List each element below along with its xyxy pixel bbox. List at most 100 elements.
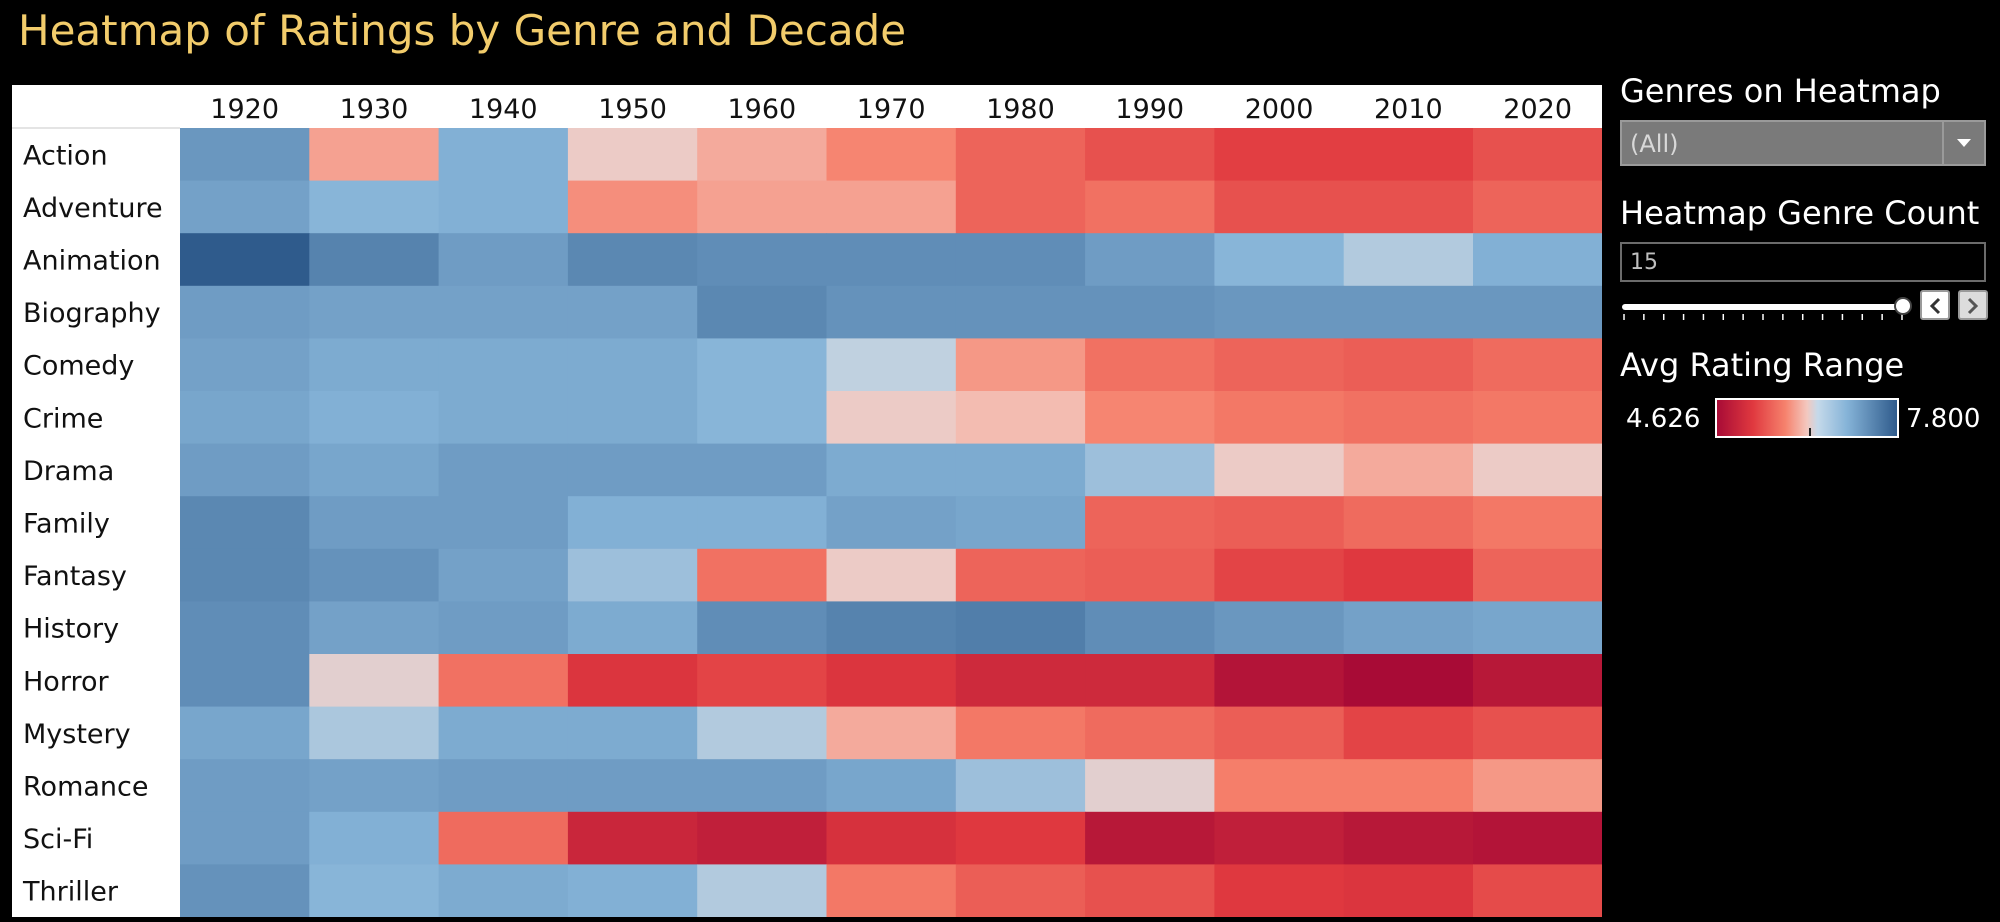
heatmap-cell[interactable] bbox=[1473, 496, 1602, 550]
heatmap-cell[interactable] bbox=[955, 864, 1086, 917]
heatmap-cell[interactable] bbox=[955, 443, 1086, 497]
heatmap-cell[interactable] bbox=[567, 391, 698, 445]
heatmap-cell[interactable] bbox=[180, 654, 310, 708]
heatmap-cell[interactable] bbox=[1085, 128, 1215, 182]
heatmap-cell[interactable] bbox=[697, 391, 828, 445]
heatmap-cell[interactable] bbox=[438, 285, 569, 339]
heatmap-cell[interactable] bbox=[955, 548, 1086, 602]
heatmap-cell[interactable] bbox=[567, 338, 698, 392]
heatmap-cell[interactable] bbox=[567, 759, 698, 813]
heatmap-cell[interactable] bbox=[309, 180, 440, 234]
heatmap-cell[interactable] bbox=[697, 233, 828, 287]
heatmap-cell[interactable] bbox=[438, 180, 569, 234]
heatmap-cell[interactable] bbox=[955, 128, 1086, 182]
heatmap-cell[interactable] bbox=[955, 811, 1086, 865]
heatmap-cell[interactable] bbox=[826, 706, 957, 760]
heatmap-cell[interactable] bbox=[1085, 601, 1215, 655]
heatmap-cell[interactable] bbox=[309, 443, 440, 497]
heatmap-cell[interactable] bbox=[1214, 391, 1345, 445]
heatmap-cell[interactable] bbox=[955, 496, 1086, 550]
heatmap-cell[interactable] bbox=[180, 811, 310, 865]
heatmap-cell[interactable] bbox=[180, 391, 310, 445]
heatmap-cell[interactable] bbox=[1473, 233, 1602, 287]
heatmap-cell[interactable] bbox=[1214, 706, 1345, 760]
genre-count-input[interactable]: 15 bbox=[1620, 242, 1986, 282]
heatmap-cell[interactable] bbox=[1473, 391, 1602, 445]
heatmap-cell[interactable] bbox=[1214, 443, 1345, 497]
heatmap-cell[interactable] bbox=[1214, 285, 1345, 339]
dropdown-toggle-button[interactable] bbox=[1942, 122, 1984, 164]
heatmap-cell[interactable] bbox=[1214, 496, 1345, 550]
genre-count-slider-thumb[interactable] bbox=[1894, 297, 1912, 315]
heatmap-cell[interactable] bbox=[438, 706, 569, 760]
heatmap-cell[interactable] bbox=[309, 654, 440, 708]
heatmap-cell[interactable] bbox=[1214, 811, 1345, 865]
heatmap-cell[interactable] bbox=[438, 654, 569, 708]
heatmap-cell[interactable] bbox=[309, 496, 440, 550]
heatmap-cell[interactable] bbox=[697, 759, 828, 813]
heatmap-cell[interactable] bbox=[567, 706, 698, 760]
heatmap-cell[interactable] bbox=[955, 601, 1086, 655]
heatmap-cell[interactable] bbox=[1343, 443, 1474, 497]
heatmap-cell[interactable] bbox=[438, 864, 569, 917]
heatmap-cell[interactable] bbox=[1343, 864, 1474, 917]
heatmap-cell[interactable] bbox=[180, 443, 310, 497]
heatmap-cell[interactable] bbox=[1214, 864, 1345, 917]
heatmap-cell[interactable] bbox=[438, 233, 569, 287]
heatmap-cell[interactable] bbox=[1343, 391, 1474, 445]
heatmap-cell[interactable] bbox=[438, 128, 569, 182]
heatmap-cell[interactable] bbox=[1085, 443, 1215, 497]
heatmap-cell[interactable] bbox=[438, 811, 569, 865]
heatmap-cell[interactable] bbox=[567, 180, 698, 234]
heatmap-cell[interactable] bbox=[697, 811, 828, 865]
heatmap-cell[interactable] bbox=[1085, 864, 1215, 917]
heatmap-cell[interactable] bbox=[826, 496, 957, 550]
heatmap-cell[interactable] bbox=[1343, 180, 1474, 234]
heatmap-cell[interactable] bbox=[826, 864, 957, 917]
heatmap-cell[interactable] bbox=[697, 128, 828, 182]
heatmap-cell[interactable] bbox=[1473, 601, 1602, 655]
heatmap-cell[interactable] bbox=[826, 128, 957, 182]
heatmap-cell[interactable] bbox=[1473, 338, 1602, 392]
heatmap-cell[interactable] bbox=[180, 706, 310, 760]
heatmap-cell[interactable] bbox=[309, 338, 440, 392]
heatmap-cell[interactable] bbox=[697, 601, 828, 655]
heatmap-cell[interactable] bbox=[567, 601, 698, 655]
heatmap-cell[interactable] bbox=[567, 548, 698, 602]
heatmap-cell[interactable] bbox=[180, 759, 310, 813]
heatmap-cell[interactable] bbox=[826, 443, 957, 497]
heatmap-cell[interactable] bbox=[826, 548, 957, 602]
heatmap-cell[interactable] bbox=[826, 285, 957, 339]
heatmap-cell[interactable] bbox=[1343, 285, 1474, 339]
heatmap-cell[interactable] bbox=[697, 180, 828, 234]
heatmap-cell[interactable] bbox=[567, 864, 698, 917]
heatmap-cell[interactable] bbox=[1085, 654, 1215, 708]
heatmap-cell[interactable] bbox=[697, 285, 828, 339]
heatmap-cell[interactable] bbox=[309, 128, 440, 182]
heatmap-cell[interactable] bbox=[1214, 338, 1345, 392]
heatmap-cell[interactable] bbox=[826, 338, 957, 392]
heatmap-cell[interactable] bbox=[1343, 496, 1474, 550]
heatmap-cell[interactable] bbox=[1214, 654, 1345, 708]
heatmap-cell[interactable] bbox=[1343, 759, 1474, 813]
heatmap-cell[interactable] bbox=[438, 759, 569, 813]
genre-count-slider-track[interactable] bbox=[1622, 304, 1904, 310]
heatmap-cell[interactable] bbox=[309, 548, 440, 602]
heatmap-cell[interactable] bbox=[438, 443, 569, 497]
heatmap-cell[interactable] bbox=[826, 391, 957, 445]
heatmap-cell[interactable] bbox=[1085, 759, 1215, 813]
heatmap-cell[interactable] bbox=[309, 706, 440, 760]
heatmap-cell[interactable] bbox=[567, 654, 698, 708]
heatmap-cell[interactable] bbox=[955, 706, 1086, 760]
heatmap-cell[interactable] bbox=[1343, 233, 1474, 287]
heatmap-cell[interactable] bbox=[1343, 811, 1474, 865]
heatmap-cell[interactable] bbox=[438, 601, 569, 655]
genres-dropdown[interactable]: (All) bbox=[1620, 120, 1986, 166]
heatmap-cell[interactable] bbox=[1473, 706, 1602, 760]
heatmap-cell[interactable] bbox=[1214, 180, 1345, 234]
heatmap-cell[interactable] bbox=[826, 180, 957, 234]
heatmap-cell[interactable] bbox=[1343, 128, 1474, 182]
heatmap-cell[interactable] bbox=[1343, 601, 1474, 655]
heatmap-cell[interactable] bbox=[567, 496, 698, 550]
heatmap-cell[interactable] bbox=[1473, 654, 1602, 708]
